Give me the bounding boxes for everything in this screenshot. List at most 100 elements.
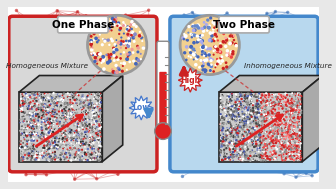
Circle shape	[239, 155, 241, 156]
Circle shape	[229, 127, 230, 129]
Circle shape	[285, 139, 286, 141]
Circle shape	[96, 154, 98, 156]
Circle shape	[42, 101, 43, 103]
Circle shape	[223, 137, 224, 138]
Circle shape	[288, 125, 290, 128]
Circle shape	[38, 108, 40, 109]
Circle shape	[262, 151, 264, 153]
Circle shape	[290, 158, 292, 160]
Circle shape	[46, 101, 47, 102]
Circle shape	[257, 111, 259, 113]
Circle shape	[38, 101, 40, 103]
Circle shape	[240, 152, 243, 155]
Circle shape	[100, 152, 101, 153]
Circle shape	[272, 152, 274, 154]
Circle shape	[295, 96, 296, 98]
Circle shape	[292, 110, 294, 112]
Circle shape	[297, 100, 300, 102]
Circle shape	[265, 155, 267, 157]
Circle shape	[65, 106, 67, 108]
Circle shape	[48, 131, 50, 133]
Circle shape	[260, 131, 262, 133]
Circle shape	[300, 95, 302, 97]
Circle shape	[244, 100, 245, 102]
Circle shape	[298, 135, 300, 138]
Circle shape	[287, 110, 289, 112]
Circle shape	[266, 131, 267, 133]
Circle shape	[22, 120, 25, 123]
Circle shape	[90, 46, 92, 48]
Circle shape	[296, 142, 299, 145]
Circle shape	[269, 142, 270, 143]
Circle shape	[27, 141, 28, 143]
Circle shape	[97, 134, 99, 136]
Circle shape	[283, 101, 285, 103]
Circle shape	[242, 113, 243, 114]
Circle shape	[219, 126, 221, 128]
Circle shape	[251, 138, 253, 140]
Circle shape	[236, 115, 238, 118]
Circle shape	[259, 145, 261, 147]
Circle shape	[90, 41, 92, 43]
Circle shape	[55, 96, 57, 98]
Circle shape	[265, 105, 266, 107]
Circle shape	[219, 134, 221, 136]
Circle shape	[41, 121, 43, 123]
Circle shape	[96, 99, 97, 100]
Circle shape	[140, 34, 142, 36]
Circle shape	[231, 153, 233, 155]
Circle shape	[85, 129, 87, 131]
Circle shape	[251, 116, 253, 118]
Circle shape	[48, 104, 51, 107]
Circle shape	[61, 115, 63, 116]
Circle shape	[97, 99, 99, 102]
Circle shape	[287, 100, 289, 102]
Circle shape	[247, 119, 249, 120]
Circle shape	[287, 126, 289, 129]
Circle shape	[45, 131, 47, 133]
Circle shape	[75, 98, 77, 100]
Circle shape	[254, 113, 256, 116]
Circle shape	[37, 153, 39, 155]
Circle shape	[34, 104, 36, 106]
Circle shape	[69, 140, 70, 142]
Circle shape	[298, 92, 300, 94]
Circle shape	[22, 93, 23, 95]
Circle shape	[77, 134, 80, 136]
Circle shape	[241, 125, 242, 126]
Circle shape	[294, 93, 295, 94]
Circle shape	[297, 116, 299, 118]
Circle shape	[274, 108, 276, 111]
Circle shape	[228, 113, 229, 114]
Circle shape	[250, 112, 253, 115]
Circle shape	[23, 103, 26, 105]
Circle shape	[35, 144, 37, 146]
Circle shape	[229, 105, 231, 107]
Circle shape	[37, 107, 40, 109]
Circle shape	[229, 101, 231, 103]
Circle shape	[268, 132, 270, 134]
Circle shape	[57, 114, 58, 115]
Circle shape	[279, 123, 281, 126]
Circle shape	[52, 160, 53, 161]
Circle shape	[253, 95, 256, 98]
Circle shape	[191, 25, 194, 28]
Circle shape	[74, 132, 76, 134]
Circle shape	[61, 95, 63, 96]
Circle shape	[19, 106, 22, 108]
Circle shape	[54, 136, 56, 139]
Circle shape	[295, 104, 296, 106]
Circle shape	[81, 152, 83, 153]
Circle shape	[121, 70, 124, 73]
Circle shape	[64, 110, 67, 112]
Circle shape	[244, 98, 245, 99]
Circle shape	[127, 37, 130, 40]
Circle shape	[298, 153, 300, 156]
Circle shape	[290, 107, 292, 109]
Circle shape	[276, 114, 278, 116]
Circle shape	[221, 133, 222, 134]
Circle shape	[276, 153, 277, 155]
Circle shape	[22, 120, 24, 122]
Circle shape	[260, 102, 262, 103]
Circle shape	[232, 113, 234, 116]
